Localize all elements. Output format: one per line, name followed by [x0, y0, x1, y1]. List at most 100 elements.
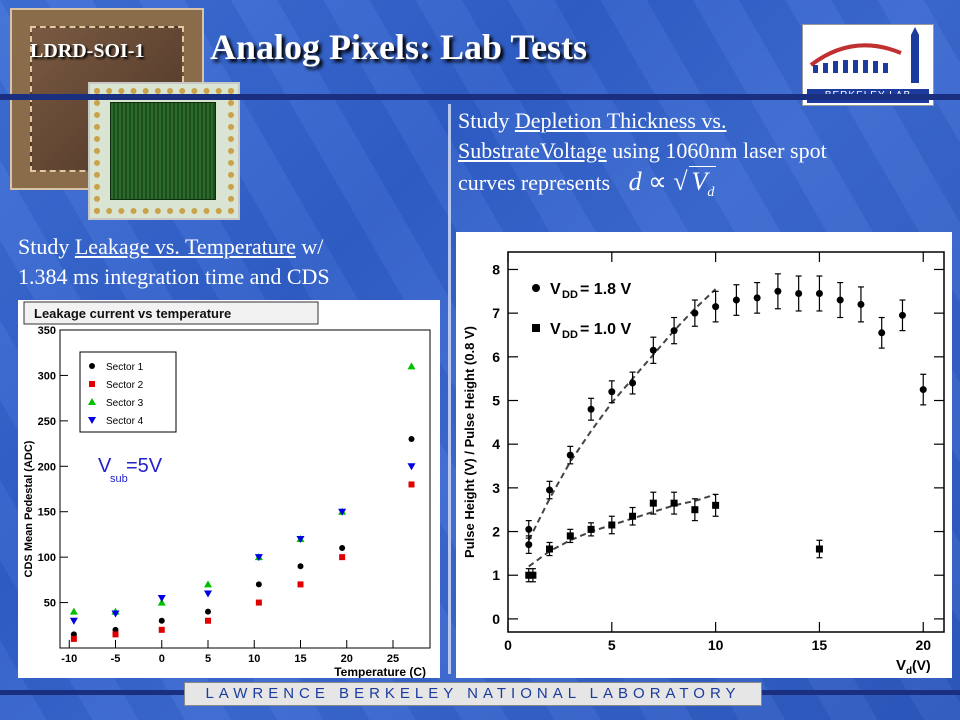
data-point: [205, 608, 211, 615]
fit-curve: [527, 288, 717, 541]
x-tick-label: 5: [608, 637, 616, 653]
data-point: [408, 436, 415, 443]
y-tick-label: 1: [492, 567, 500, 583]
data-point: [629, 512, 637, 520]
data-point: [339, 554, 346, 561]
legend-marker: [532, 284, 540, 292]
legend-label-rest: = 1.0 V: [580, 321, 631, 338]
data-point: [111, 610, 120, 618]
x-tick-label: 5: [205, 653, 211, 665]
y-tick-label: 7: [492, 305, 500, 321]
annotation-main: V: [98, 455, 112, 477]
data-point: [670, 327, 678, 335]
y-tick-label: 250: [38, 416, 56, 428]
x-axis-label-rest: (V): [912, 657, 931, 673]
data-point: [112, 631, 119, 638]
y-tick-label: 5: [492, 393, 500, 409]
data-point: [525, 525, 533, 533]
data-point: [407, 362, 416, 370]
title-box: [23, 301, 319, 325]
legend-label: Sector 3: [106, 398, 144, 409]
data-point: [815, 545, 823, 553]
data-point: [587, 525, 595, 533]
legend-marker: [532, 324, 540, 332]
data-point: [546, 486, 554, 494]
data-point: [254, 554, 263, 562]
data-point: [691, 506, 699, 514]
project-tag: LDRD-SOI-1: [30, 40, 145, 62]
leakage-description: Study Leakage vs. Temperature w/ 1.384 m…: [18, 234, 330, 289]
legend-marker: [88, 417, 96, 424]
data-point: [795, 289, 803, 297]
annotation-rest: =5V: [126, 455, 163, 477]
data-point: [649, 346, 657, 354]
data-point: [204, 590, 212, 598]
plot-frame: [507, 251, 945, 633]
data-point: [296, 535, 305, 543]
x-tick-label: 15: [294, 653, 306, 665]
data-point: [339, 545, 346, 552]
data-point: [338, 508, 347, 516]
x-tick-label: -10: [61, 653, 77, 665]
data-point: [587, 405, 595, 413]
chart-title: Leakage current vs temperature: [34, 306, 231, 321]
data-point: [815, 289, 823, 297]
y-tick-label: 50: [44, 598, 56, 610]
depletion-formula: d ∝ √ Vd: [616, 166, 717, 200]
title-rule: [0, 94, 960, 100]
logo-graphic: [809, 27, 919, 83]
column-divider: [448, 104, 451, 674]
footer-banner: LAWRENCE BERKELEY NATIONAL LABORATORY: [184, 682, 762, 706]
legend-label-rest: = 1.8 V: [580, 281, 631, 298]
y-tick-label: 150: [38, 507, 56, 519]
data-point: [629, 379, 637, 387]
chip-photo-2: [88, 82, 240, 220]
x-tick-label: 0: [504, 637, 512, 653]
data-point: [525, 541, 533, 549]
data-point: [712, 303, 720, 311]
data-point: [898, 311, 906, 319]
legend-box: [79, 351, 177, 433]
data-point: [566, 451, 574, 459]
y-tick-label: 2: [492, 524, 500, 540]
legend-label: Sector 1: [106, 362, 144, 373]
fit-curve: [528, 493, 716, 568]
slide-title: Analog Pixels: Lab Tests: [210, 27, 588, 67]
x-tick-label: 20: [341, 653, 353, 665]
depletion-description: Study Depletion Thickness vs. SubstrateV…: [458, 106, 958, 208]
y-tick-label: 6: [492, 349, 500, 365]
data-point: [70, 635, 77, 642]
y-axis-label: CDS Mean Pedestal (ADC): [23, 440, 35, 577]
legend-marker: [89, 381, 95, 387]
data-point: [525, 571, 533, 579]
x-tick-label: 10: [248, 653, 260, 665]
legend-label-sub: DD: [562, 329, 578, 341]
data-point: [157, 598, 166, 606]
data-point: [691, 309, 699, 317]
data-point: [670, 499, 678, 507]
y-tick-label: 4: [492, 436, 500, 452]
data-point: [112, 626, 119, 633]
legend-label-main: V: [550, 321, 561, 338]
x-axis-label: Temperature (C): [334, 665, 426, 678]
x-axis-label-sub: d: [906, 666, 912, 677]
data-point: [649, 499, 657, 507]
depletion-topic: Depletion Thickness vs.: [514, 108, 727, 133]
substrate-topic: SubstrateVoltage: [458, 138, 607, 163]
pulse-height-chart: 0 1 2 3 4 5 6 7 8 0 5 10 15 20 V d (V) Pulse Height (V) …: [456, 232, 952, 678]
x-tick-label: 0: [159, 653, 165, 665]
y-tick-label: 300: [38, 370, 56, 382]
annotation-sub: sub: [110, 473, 128, 485]
chart-background: [456, 232, 952, 678]
data-point: [836, 296, 844, 304]
data-point: [407, 463, 416, 471]
y-tick-label: 350: [38, 325, 56, 337]
data-point: [712, 501, 720, 509]
legend-label: Sector 4: [106, 416, 144, 427]
data-point: [158, 617, 165, 624]
legend-label-sub: DD: [562, 289, 578, 301]
leakage-topic: Leakage vs. Temperature: [74, 234, 296, 259]
y-tick-label: 0: [492, 611, 500, 627]
data-point: [608, 388, 616, 396]
